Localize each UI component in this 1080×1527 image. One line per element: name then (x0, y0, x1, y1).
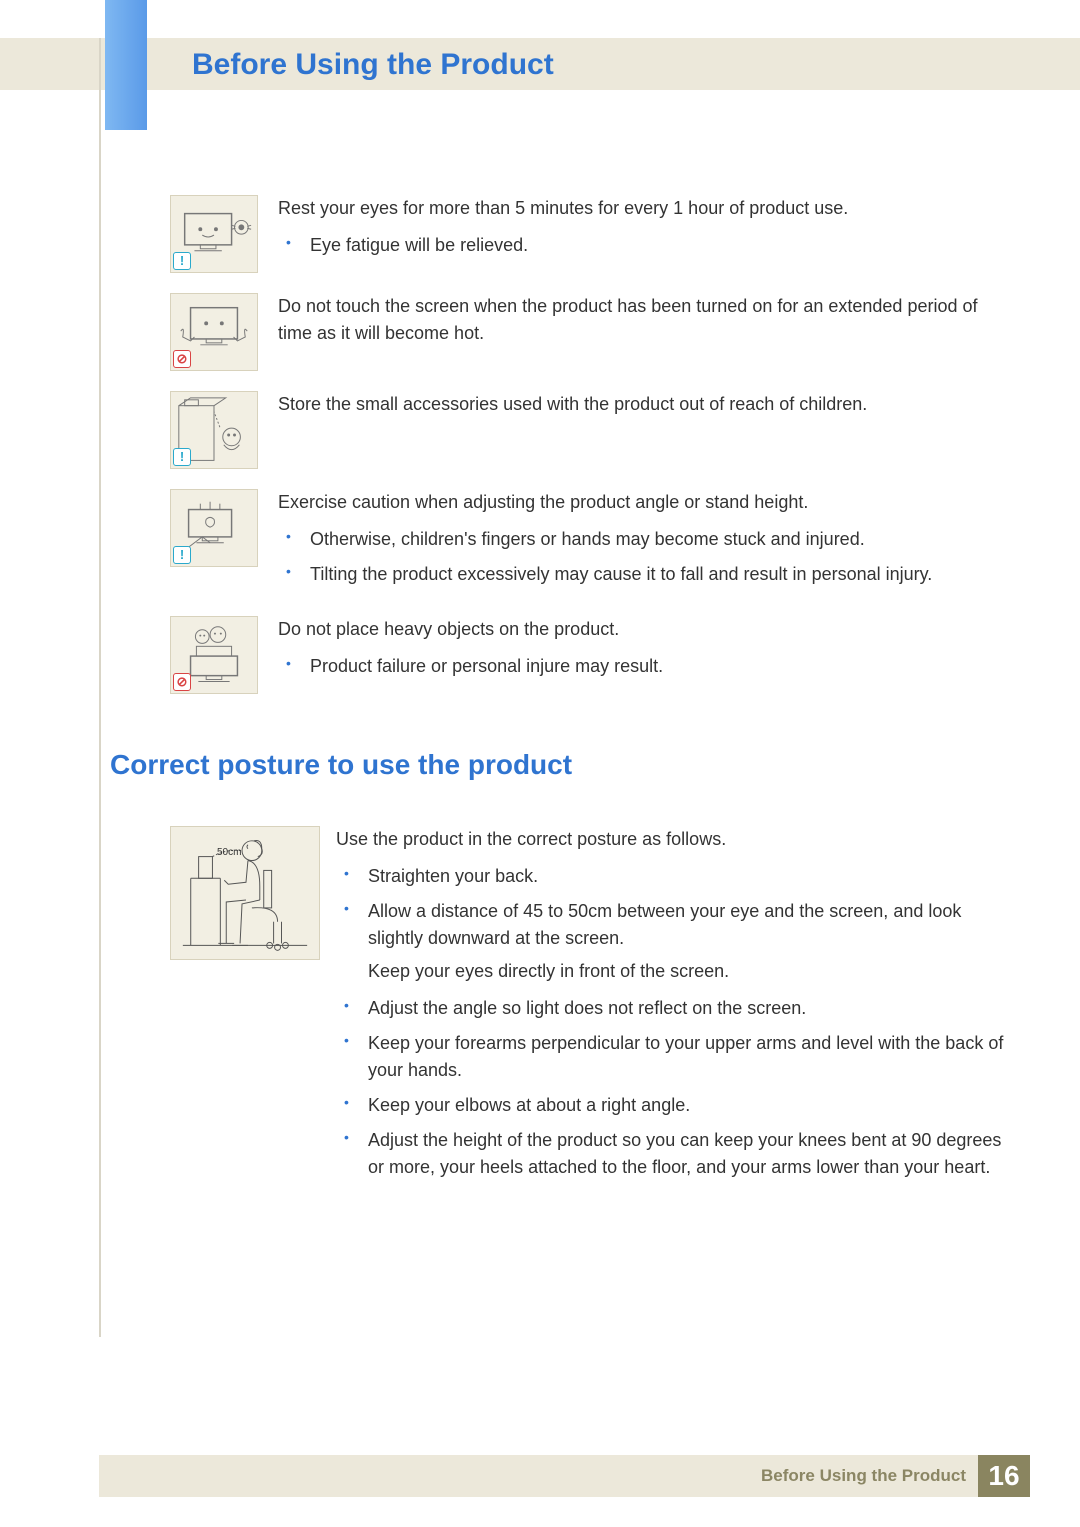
caution-bullet: Product failure or personal injure may r… (310, 653, 1010, 680)
info-badge-icon: ! (173, 252, 191, 270)
caution-text: Do not touch the screen when the product… (278, 293, 1010, 347)
info-badge-icon: ! (173, 448, 191, 466)
content-area: ! Rest your eyes for more than 5 minutes… (170, 195, 1010, 1189)
footer-title: Before Using the Product (761, 1463, 978, 1489)
caution-item: ⊘ Do not touch the screen when the produ… (170, 293, 1010, 371)
caution-text: Rest your eyes for more than 5 minutes f… (278, 195, 1010, 222)
posture-bullet: Adjust the angle so light does not refle… (368, 995, 1010, 1022)
left-rule (99, 38, 101, 1337)
caution-thumb-accessories: ! (170, 391, 258, 469)
posture-section: 50cm Use the product in the correct post… (170, 826, 1010, 1189)
posture-bullet: Straighten your back. (368, 863, 1010, 890)
chapter-tab (105, 0, 147, 130)
page-title: Before Using the Product (192, 42, 554, 87)
posture-bullet: Keep your elbows at about a right angle. (368, 1092, 1010, 1119)
caution-thumb-heavy: ⊘ (170, 616, 258, 694)
caution-body: Do not place heavy objects on the produc… (278, 616, 1010, 694)
caution-bullet: Otherwise, children's fingers or hands m… (310, 526, 1010, 553)
caution-bullet: Eye fatigue will be relieved. (310, 232, 1010, 259)
caution-item: ! Store the small accessories used with … (170, 391, 1010, 469)
caution-text: Exercise caution when adjusting the prod… (278, 489, 1010, 516)
posture-illustration: 50cm (170, 826, 320, 960)
posture-intro: Use the product in the correct posture a… (336, 826, 1010, 853)
posture-bullet-text: Allow a distance of 45 to 50cm between y… (368, 901, 961, 948)
posture-bullet: Keep your forearms perpendicular to your… (368, 1030, 1010, 1084)
caution-body: Exercise caution when adjusting the prod… (278, 489, 1010, 596)
caution-text: Do not place heavy objects on the produc… (278, 616, 1010, 643)
section-heading: Correct posture to use the product (110, 744, 1010, 786)
footer-page-number: 16 (978, 1455, 1030, 1497)
caution-bullet: Tilting the product excessively may caus… (310, 561, 1010, 588)
posture-bullet: Allow a distance of 45 to 50cm between y… (368, 898, 1010, 985)
caution-text: Store the small accessories used with th… (278, 391, 1010, 418)
prohibit-badge-icon: ⊘ (173, 673, 191, 691)
caution-body: Store the small accessories used with th… (278, 391, 1010, 469)
caution-item: ! Exercise caution when adjusting the pr… (170, 489, 1010, 596)
posture-bullet: Adjust the height of the product so you … (368, 1127, 1010, 1181)
caution-thumb-hot-screen: ⊘ (170, 293, 258, 371)
caution-body: Rest your eyes for more than 5 minutes f… (278, 195, 1010, 273)
caution-thumb-angle: ! (170, 489, 258, 567)
posture-body: Use the product in the correct posture a… (336, 826, 1010, 1189)
posture-bullet-note: Keep your eyes directly in front of the … (368, 958, 1010, 985)
caution-thumb-eyes: ! (170, 195, 258, 273)
caution-body: Do not touch the screen when the product… (278, 293, 1010, 371)
info-badge-icon: ! (173, 546, 191, 564)
page-footer: Before Using the Product 16 (99, 1455, 1030, 1497)
posture-distance-label: 50cm (217, 845, 241, 860)
prohibit-badge-icon: ⊘ (173, 350, 191, 368)
caution-item: ⊘ Do not place heavy objects on the prod… (170, 616, 1010, 694)
caution-item: ! Rest your eyes for more than 5 minutes… (170, 195, 1010, 273)
